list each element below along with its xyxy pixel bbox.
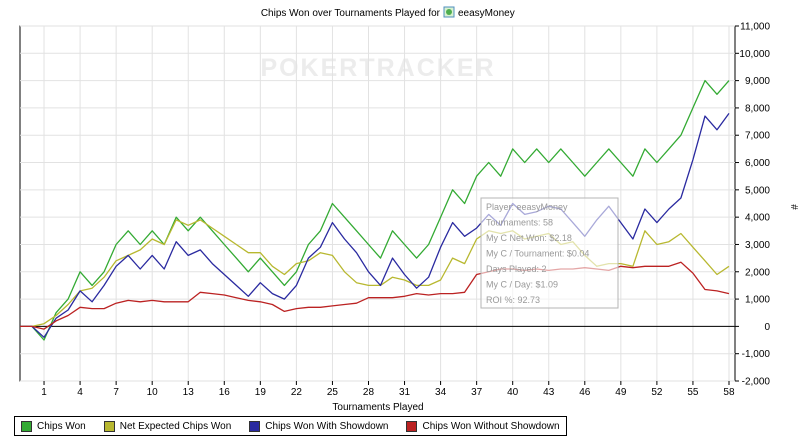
y-tick-label: 1,000	[745, 295, 770, 306]
y-tick-label: 9,000	[745, 76, 770, 87]
legend-item-chips-won[interactable]: Chips Won	[21, 420, 86, 432]
watermark-text: POKERTRACKER	[260, 54, 495, 82]
x-tick-label: 7	[113, 387, 119, 398]
legend-label: Chips Won With Showdown	[265, 420, 389, 432]
x-tick-label: 55	[687, 387, 699, 398]
legend-swatch	[406, 420, 418, 432]
y-axis: -2,000 -1,000 0 1,000 2,000 3,000 4,000 5,000 6,…	[735, 22, 770, 388]
tooltip-box	[480, 197, 619, 309]
y-tick-label: -2,000	[742, 377, 771, 388]
tooltip-line: ROI %: 92.73	[486, 295, 540, 305]
x-tick-label: 19	[255, 387, 267, 398]
player-flag-icon	[443, 6, 455, 18]
x-tick-label: 1	[41, 387, 47, 398]
legend-label: Chips Won Without Showdown	[422, 420, 560, 432]
x-tick-label: 58	[723, 387, 735, 398]
y-tick-label: -1,000	[742, 349, 771, 360]
x-tick-label: 16	[219, 387, 231, 398]
legend-swatch	[249, 420, 261, 432]
y-tick-label: 4,000	[745, 213, 770, 224]
tooltip-line: Tournaments: 58	[486, 218, 553, 228]
x-tick-label: 4	[77, 387, 83, 398]
x-tick-label: 31	[399, 387, 411, 398]
y-tick-label: 2,000	[745, 267, 770, 278]
x-tick-label: 22	[291, 387, 303, 398]
legend-label: Chips Won	[37, 420, 86, 432]
x-tick-label: 46	[579, 387, 591, 398]
x-axis: 1 4 7 10 13 16 19 22 25 28 31 34 37 40 43 46 49 52 55 58	[41, 381, 735, 398]
tooltip-line: My C / Tournament: $0.04	[486, 249, 589, 259]
legend-label: Net Expected Chips Won	[119, 420, 232, 432]
x-tick-label: 10	[147, 387, 159, 398]
y-tick-label: 11,000	[740, 22, 770, 33]
series-line-1	[20, 219, 730, 328]
x-tick-label: 13	[183, 387, 195, 398]
legend-swatch	[21, 420, 32, 432]
legend-item-net-expected[interactable]: Net Expected Chips Won	[103, 420, 232, 432]
y-tick-label: 5,000	[745, 185, 770, 196]
x-tick-label: 40	[507, 387, 519, 398]
x-tick-label: 49	[615, 387, 627, 398]
y-tick-label: 0	[764, 322, 770, 333]
legend: Chips Won Net Expected Chips Won Chips W…	[14, 416, 567, 436]
chart-title-player: eeasyMoney	[458, 8, 515, 19]
tooltip-line: My C / Day: $1.09	[486, 280, 558, 290]
y-tick-label: 10,000	[739, 49, 770, 60]
y-tick-label: 6,000	[745, 158, 770, 169]
legend-item-without-showdown[interactable]: Chips Won Without Showdown	[406, 420, 560, 432]
y-axis-label: #	[788, 204, 799, 210]
tooltip-line: My C Net Won: $2.18	[486, 233, 572, 243]
x-tick-label: 43	[543, 387, 555, 398]
tooltip-line: Days Played: 2	[486, 264, 547, 274]
x-tick-label: 25	[327, 387, 339, 398]
x-axis-label: Tournaments Played	[332, 402, 423, 413]
y-tick-label: 8,000	[745, 103, 770, 114]
x-tick-label: 34	[435, 387, 447, 398]
series-line-2	[20, 113, 730, 338]
x-tick-label: 52	[651, 387, 663, 398]
watermark: POKERTRACKER	[260, 54, 495, 82]
tooltip: Player: eeasyMoney Tournaments: 58 My C Ne…	[480, 197, 619, 309]
chart-title: Chips Won over Tournaments Played for	[261, 8, 441, 19]
legend-swatch	[103, 420, 115, 432]
y-tick-label: 3,000	[745, 240, 770, 251]
series-layer	[20, 79, 730, 341]
tooltip-line: Player: eeasyMoney	[486, 202, 568, 212]
y-tick-label: 7,000	[745, 131, 770, 142]
x-tick-label: 28	[363, 387, 375, 398]
series-line-0	[20, 79, 730, 341]
x-tick-label: 37	[471, 387, 483, 398]
legend-item-with-showdown[interactable]: Chips Won With Showdown	[249, 420, 389, 432]
